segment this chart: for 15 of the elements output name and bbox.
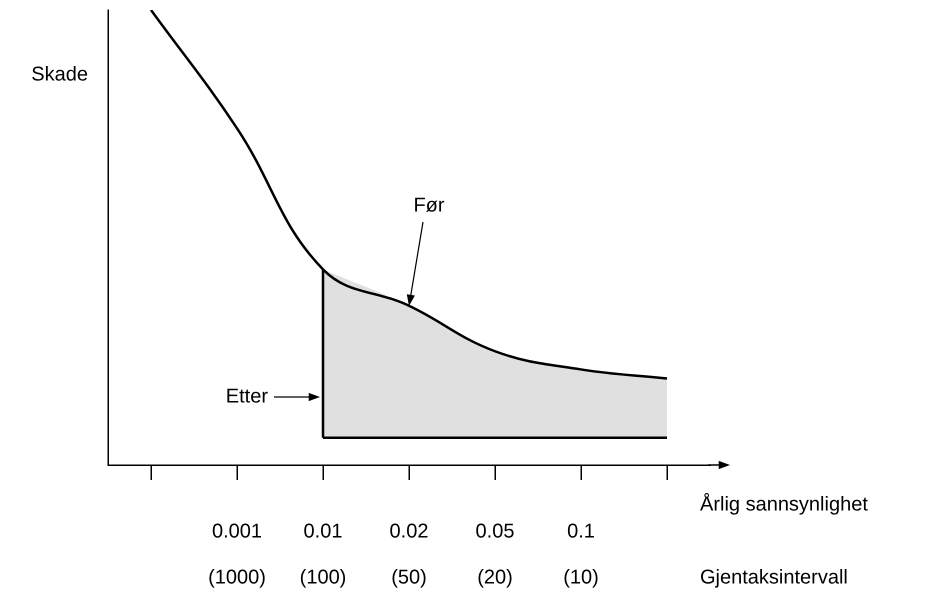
x-tick-label: 0.1 bbox=[567, 520, 595, 543]
x-axis-title: Årlig sannsynlighet bbox=[700, 492, 868, 516]
text: (50) bbox=[391, 566, 427, 589]
x-tick-label: 0.01 bbox=[304, 520, 342, 543]
annotation: Før bbox=[413, 194, 445, 216]
annotation: Etter bbox=[226, 385, 268, 408]
y-axis-title: Skade bbox=[31, 64, 88, 86]
x-tick-label: 0.02 bbox=[390, 520, 428, 543]
text: (20) bbox=[477, 566, 513, 589]
text: (1000) bbox=[208, 566, 266, 589]
x-tick-label: 0.05 bbox=[476, 520, 514, 543]
text: Gjentaksintervall bbox=[700, 566, 848, 589]
text: (100) bbox=[300, 566, 346, 589]
x-tick-label: 0.001 bbox=[212, 520, 262, 543]
text: (10) bbox=[563, 566, 599, 589]
